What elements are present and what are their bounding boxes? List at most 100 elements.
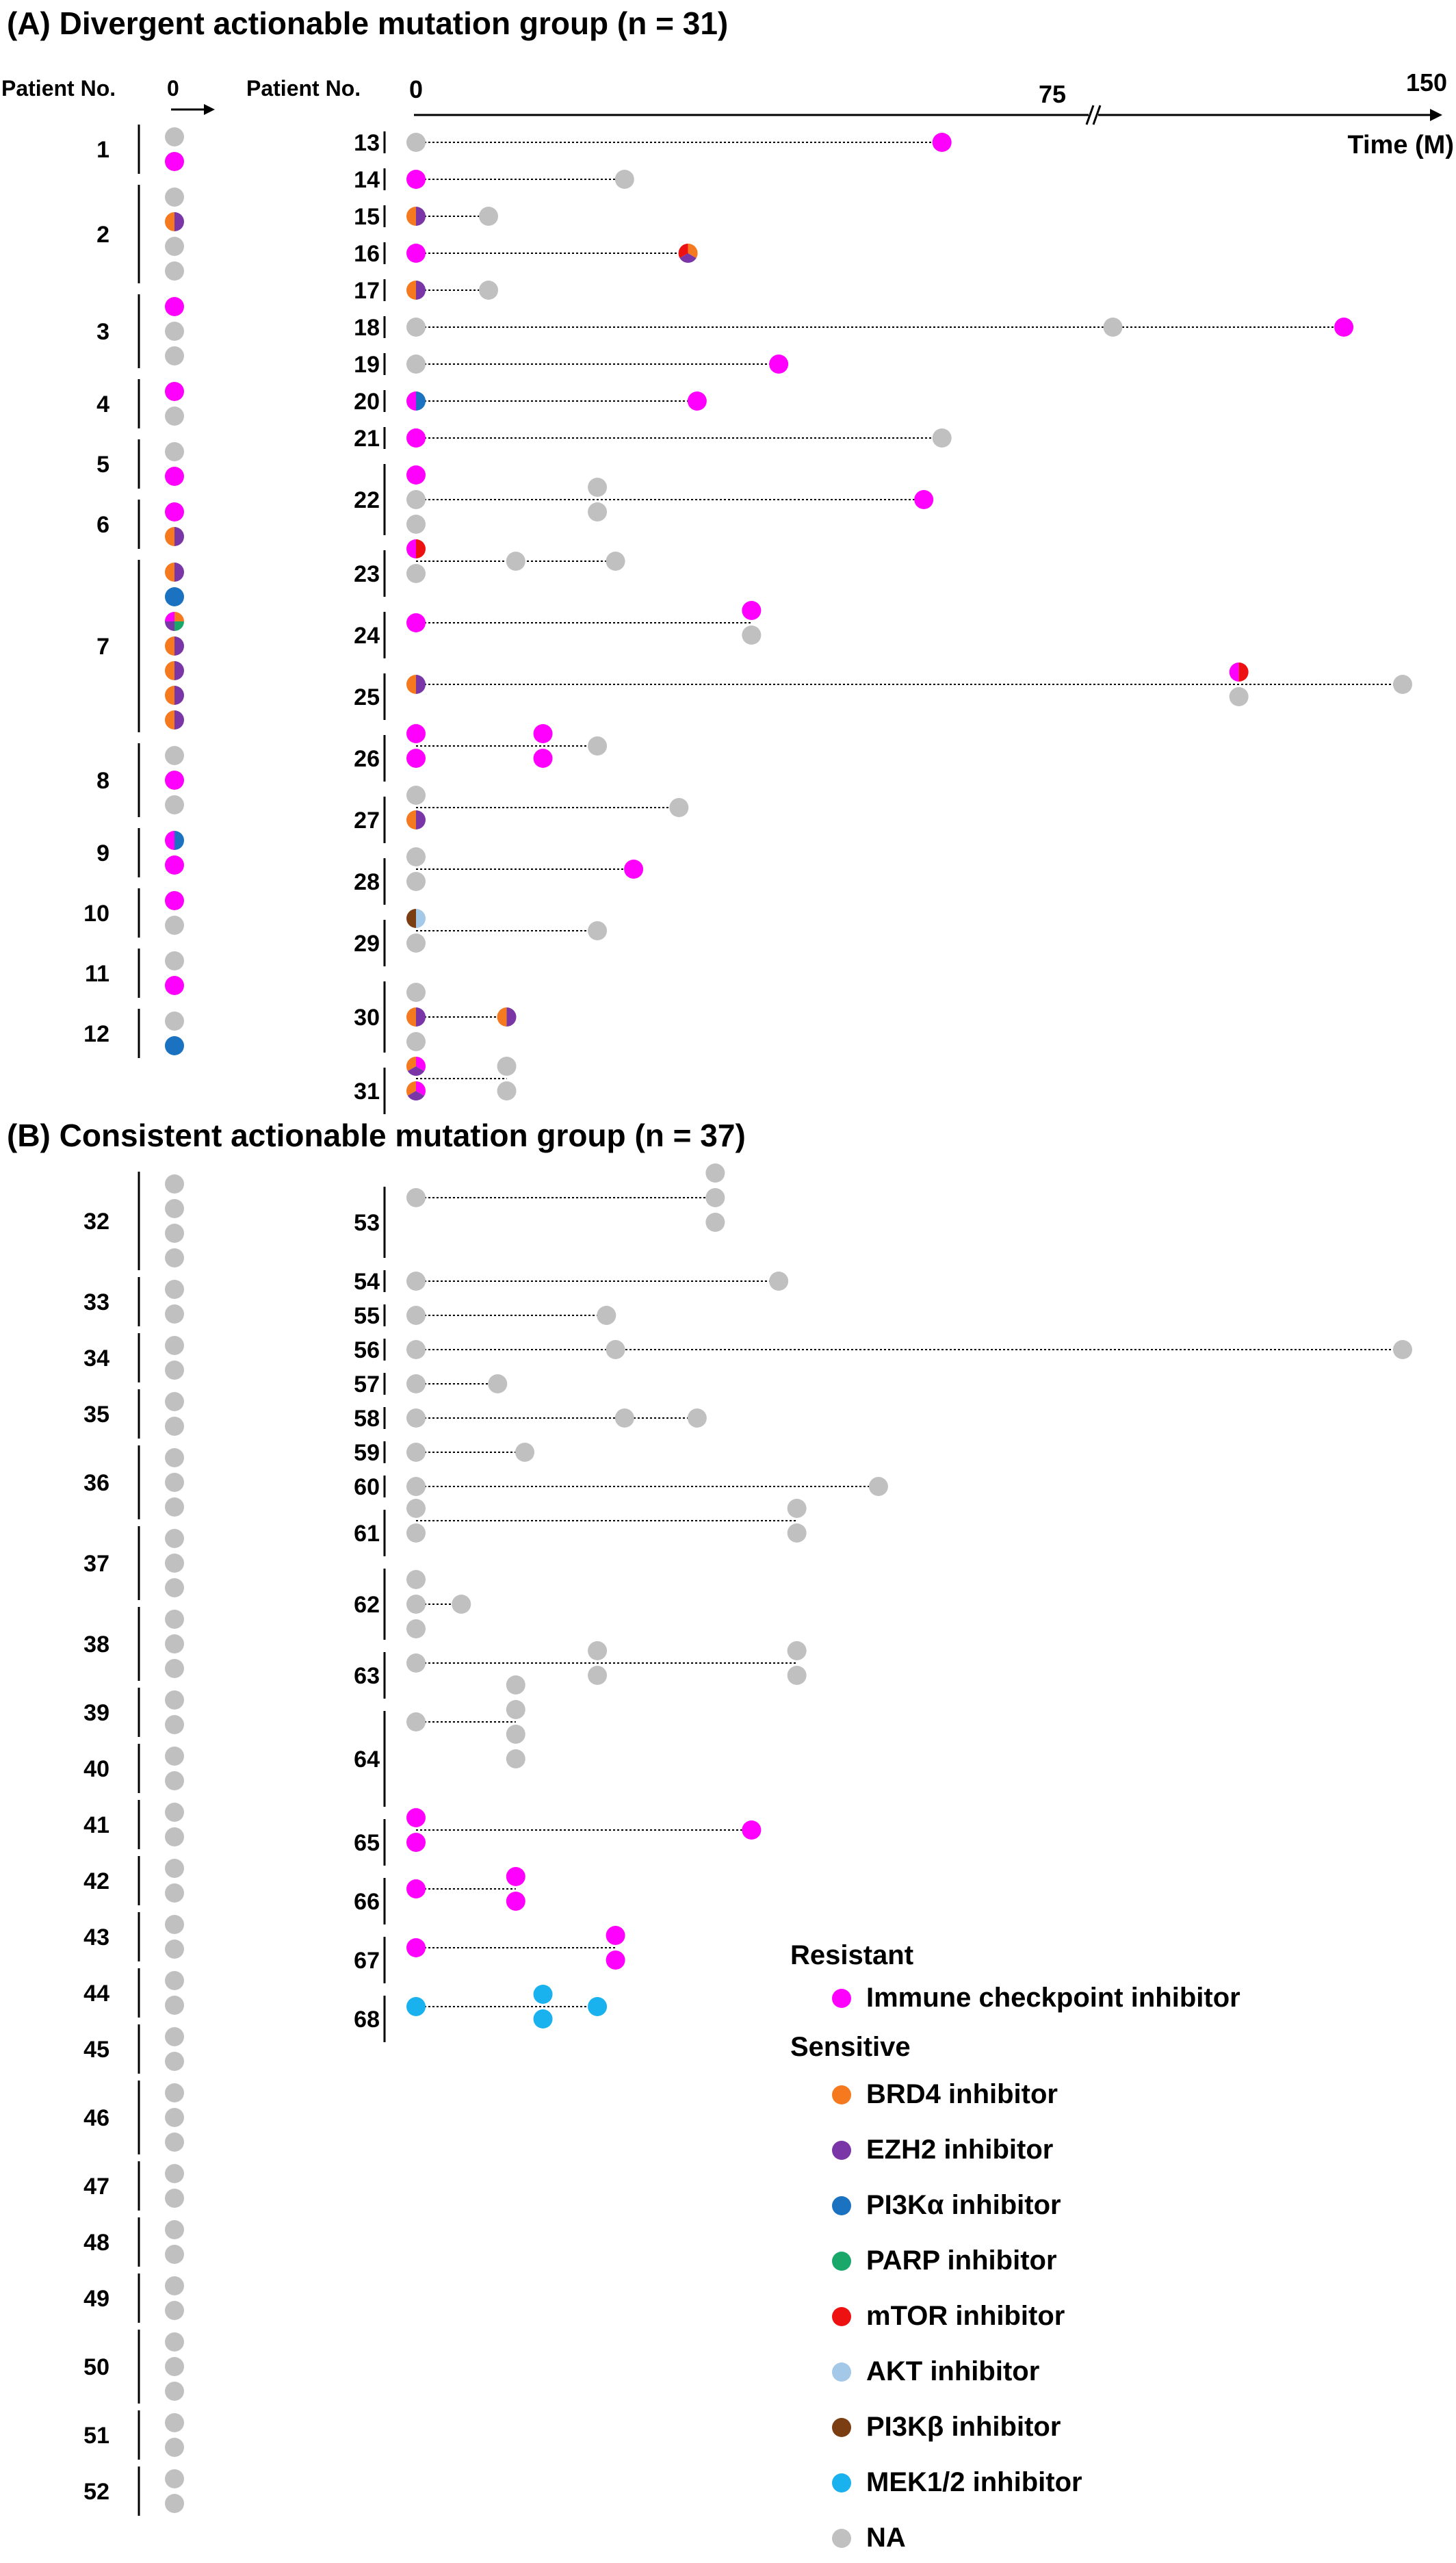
right-patient-label-20: 20 — [354, 389, 380, 415]
biopsy-dot-p23 — [506, 552, 525, 571]
left-patient-label-52: 52 — [83, 2479, 109, 2505]
biopsy-dot-p63 — [787, 1641, 807, 1660]
panel-a-left-zero: 0 — [167, 76, 179, 101]
biopsy-dot-p21 — [932, 428, 952, 448]
left-dot-p4 — [165, 382, 184, 401]
biopsy-dot-p24 — [742, 626, 762, 645]
left-patient-label-43: 43 — [83, 1924, 109, 1950]
biopsy-dot-p15 — [406, 207, 426, 226]
biopsy-dot-p68 — [533, 1985, 553, 2004]
biopsy-dot-p30 — [497, 1007, 517, 1027]
right-patient-label-55: 55 — [354, 1303, 380, 1329]
right-patient-label-63: 63 — [354, 1663, 380, 1689]
left-dot-p33 — [165, 1304, 184, 1324]
left-dot-p37 — [165, 1529, 184, 1548]
left-dot-p7 — [165, 710, 184, 730]
biopsy-dot-p22 — [406, 465, 426, 485]
legend-label-brd4: BRD4 inhibitor — [866, 2079, 1058, 2109]
biopsy-dot-p20 — [406, 391, 426, 411]
right-patient-label-23: 23 — [354, 561, 380, 587]
biopsy-dot-p54 — [769, 1272, 789, 1291]
right-patient-label-66: 66 — [354, 1889, 380, 1915]
left-dot-p38 — [165, 1610, 184, 1629]
biopsy-dot-p64 — [406, 1712, 426, 1731]
left-dot-p7 — [165, 661, 184, 680]
left-patient-label-8: 8 — [96, 768, 109, 794]
left-patient-label-2: 2 — [96, 222, 109, 248]
biopsy-dot-p16 — [406, 244, 426, 263]
left-dot-p41 — [165, 1827, 184, 1846]
left-dot-p37 — [165, 1554, 184, 1573]
right-patient-label-26: 26 — [354, 746, 380, 772]
right-patient-label-28: 28 — [354, 869, 380, 895]
biopsy-dot-p57 — [488, 1374, 508, 1393]
left-dot-p1 — [165, 127, 184, 146]
biopsy-dot-p61 — [406, 1499, 426, 1518]
biopsy-dot-p53 — [406, 1188, 426, 1207]
biopsy-dot-p25 — [1393, 675, 1412, 694]
left-dot-p44 — [165, 1971, 184, 1990]
biopsy-dot-p16 — [678, 244, 698, 263]
biopsy-dot-p67 — [606, 1950, 625, 1970]
right-patient-label-14: 14 — [354, 167, 380, 193]
left-dot-p1 — [165, 152, 184, 171]
biopsy-dot-p61 — [787, 1523, 807, 1543]
left-dot-p46 — [165, 2133, 184, 2152]
right-patient-label-54: 54 — [354, 1269, 380, 1295]
biopsy-dot-p67 — [406, 1938, 426, 1957]
biopsy-dot-p26 — [533, 724, 553, 743]
axis-break-icon — [1085, 104, 1102, 126]
biopsy-dot-p13 — [406, 133, 426, 152]
right-patient-label-15: 15 — [354, 204, 380, 230]
legend-swatch-ezh2 — [832, 2141, 851, 2160]
left-dot-p34 — [165, 1336, 184, 1355]
left-patient-label-11: 11 — [85, 961, 109, 987]
legend-label-ezh2: EZH2 inhibitor — [866, 2135, 1053, 2165]
right-patient-label-19: 19 — [354, 352, 380, 378]
biopsy-dot-p61 — [406, 1523, 426, 1543]
panel-a-title: (A) Divergent actionable mutation group … — [7, 5, 728, 41]
left-dot-p46 — [165, 2108, 184, 2127]
left-patient-label-3: 3 — [96, 319, 109, 345]
biopsy-dot-p63 — [588, 1641, 608, 1660]
biopsy-dot-p56 — [606, 1340, 625, 1359]
biopsy-dot-p18 — [406, 318, 426, 337]
biopsy-dot-p62 — [406, 1595, 426, 1614]
left-dot-p9 — [165, 831, 184, 850]
right-patient-label-17: 17 — [354, 278, 380, 304]
biopsy-dot-p27 — [406, 786, 426, 805]
right-patient-label-62: 62 — [354, 1592, 380, 1618]
legend-label-parp: PARP inhibitor — [866, 2245, 1057, 2276]
biopsy-dot-p65 — [742, 1820, 762, 1840]
left-dot-p43 — [165, 1915, 184, 1934]
right-patient-label-61: 61 — [354, 1521, 380, 1547]
biopsy-dot-p62 — [406, 1570, 426, 1589]
left-dot-p48 — [165, 2245, 184, 2264]
left-patient-label-33: 33 — [83, 1289, 109, 1315]
left-dot-p36 — [165, 1473, 184, 1492]
left-dot-p2 — [165, 188, 184, 207]
biopsy-dot-p15 — [479, 207, 499, 226]
legend-swatch-mek — [832, 2473, 851, 2493]
left-dot-p51 — [165, 2438, 184, 2457]
biopsy-dot-p28 — [406, 872, 426, 891]
legend-label-mek: MEK1/2 inhibitor — [866, 2467, 1082, 2497]
left-patient-label-5: 5 — [96, 452, 109, 478]
biopsy-dot-p31 — [406, 1081, 426, 1100]
panel-a-left-header: Patient No. — [1, 76, 116, 101]
left-patient-label-51: 51 — [83, 2423, 109, 2449]
left-dot-p2 — [165, 212, 184, 231]
left-dot-p38 — [165, 1659, 184, 1678]
biopsy-dot-p28 — [406, 847, 426, 866]
left-dot-p8 — [165, 746, 184, 765]
right-patient-label-60: 60 — [354, 1474, 380, 1500]
left-dot-p7 — [165, 612, 184, 631]
left-dot-p50 — [165, 2382, 184, 2401]
biopsy-dot-p14 — [406, 170, 426, 189]
left-patient-label-40: 40 — [83, 1756, 109, 1782]
left-dot-p46 — [165, 2083, 184, 2102]
left-dot-p3 — [165, 322, 184, 341]
legend-swatch-brd4 — [832, 2085, 851, 2104]
biopsy-dot-p65 — [406, 1833, 426, 1852]
axis-tick-label-0: 0 — [409, 75, 423, 103]
